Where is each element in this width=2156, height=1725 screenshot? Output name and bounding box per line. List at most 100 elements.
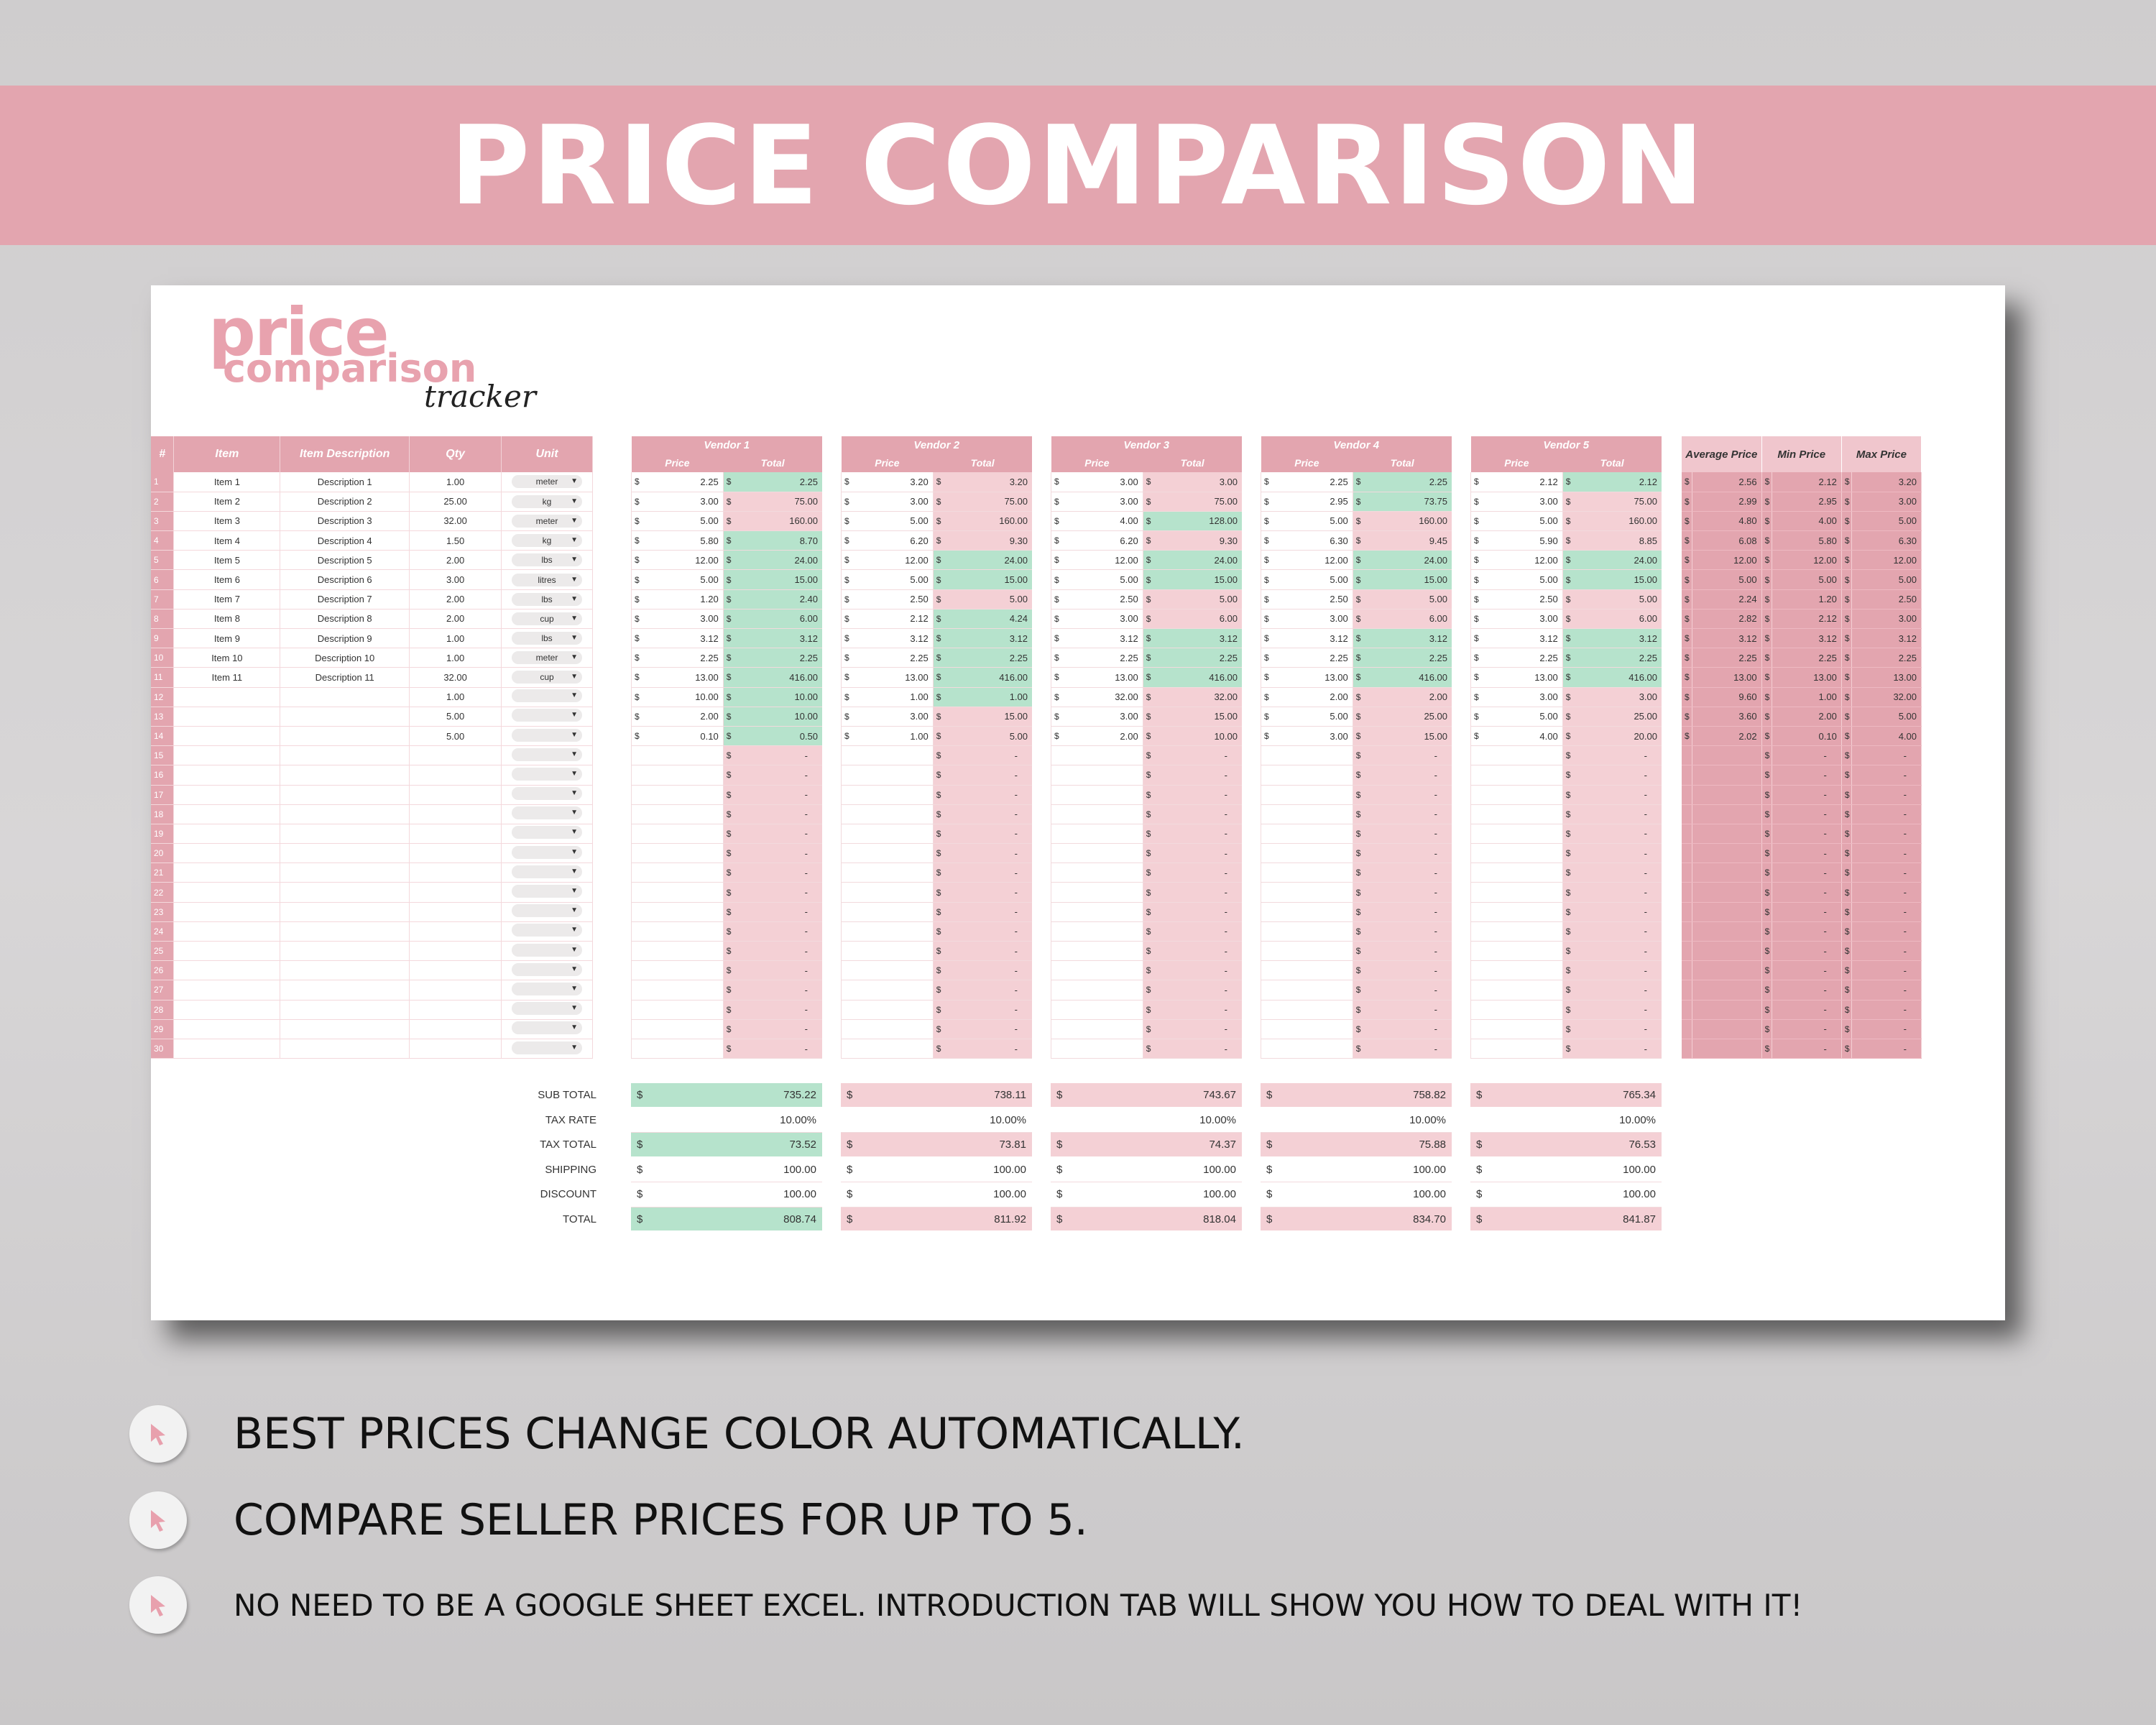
price-cell[interactable]: 3.00 (641, 492, 724, 512)
item-description-cell[interactable]: Description 10 (280, 648, 410, 668)
price-cell[interactable]: 3.12 (641, 628, 724, 649)
price-cell[interactable]: 10.00 (641, 687, 724, 707)
price-cell[interactable] (851, 1019, 934, 1039)
item-name-cell[interactable]: Item 7 (173, 589, 281, 610)
item-description-cell[interactable] (280, 941, 410, 962)
price-cell[interactable] (641, 921, 724, 942)
price-cell[interactable] (1061, 902, 1143, 922)
item-description-cell[interactable] (280, 980, 410, 1000)
price-cell[interactable] (1061, 862, 1143, 883)
price-cell[interactable]: 4.00 (1480, 726, 1563, 747)
item-name-cell[interactable] (173, 765, 281, 786)
price-cell[interactable] (641, 804, 724, 824)
price-cell[interactable] (1480, 980, 1563, 1000)
qty-cell[interactable] (409, 1019, 502, 1039)
unit-dropdown[interactable]: ▼ (512, 709, 582, 722)
item-description-cell[interactable] (280, 765, 410, 786)
qty-cell[interactable]: 2.00 (409, 550, 502, 571)
item-name-cell[interactable] (173, 726, 281, 747)
unit-dropdown[interactable]: ▼ (512, 845, 582, 859)
qty-cell[interactable] (409, 785, 502, 805)
price-cell[interactable]: 0.10 (641, 726, 724, 747)
price-cell[interactable]: 12.00 (1480, 550, 1563, 571)
item-description-cell[interactable] (280, 902, 410, 922)
item-description-cell[interactable] (280, 707, 410, 727)
price-cell[interactable] (1271, 765, 1353, 786)
price-cell[interactable]: 13.00 (851, 667, 934, 688)
unit-dropdown[interactable]: ▼ (512, 885, 582, 898)
item-name-cell[interactable] (173, 882, 281, 903)
price-cell[interactable]: 13.00 (1061, 667, 1143, 688)
price-cell[interactable]: 5.00 (641, 569, 724, 590)
price-cell[interactable]: 3.12 (1061, 628, 1143, 649)
price-cell[interactable] (1271, 960, 1353, 981)
item-name-cell[interactable] (173, 843, 281, 864)
price-cell[interactable] (641, 960, 724, 981)
price-cell[interactable]: 5.90 (1480, 530, 1563, 551)
price-cell[interactable] (1271, 824, 1353, 845)
price-cell[interactable]: 12.00 (1271, 550, 1353, 571)
price-cell[interactable] (1061, 824, 1143, 845)
item-name-cell[interactable] (173, 1019, 281, 1039)
price-cell[interactable] (851, 1000, 934, 1020)
item-name-cell[interactable] (173, 824, 281, 845)
qty-cell[interactable] (409, 921, 502, 942)
price-cell[interactable]: 2.25 (1480, 648, 1563, 668)
unit-dropdown[interactable]: ▼ (512, 806, 582, 820)
price-cell[interactable]: 2.25 (1271, 648, 1353, 668)
item-name-cell[interactable] (173, 707, 281, 727)
price-cell[interactable] (641, 1019, 724, 1039)
price-cell[interactable]: 5.00 (851, 569, 934, 590)
price-cell[interactable] (1480, 824, 1563, 845)
item-description-cell[interactable]: Description 8 (280, 609, 410, 630)
item-name-cell[interactable] (173, 804, 281, 824)
unit-dropdown[interactable]: ▼ (512, 689, 582, 703)
qty-cell[interactable]: 1.00 (409, 628, 502, 649)
price-cell[interactable]: 3.00 (1480, 687, 1563, 707)
price-cell[interactable]: 3.12 (1271, 628, 1353, 649)
price-cell[interactable]: 2.25 (641, 648, 724, 668)
price-cell[interactable] (1271, 745, 1353, 766)
unit-dropdown[interactable]: ▼ (512, 1041, 582, 1054)
item-description-cell[interactable] (280, 862, 410, 883)
item-description-cell[interactable] (280, 804, 410, 824)
price-cell[interactable] (1271, 980, 1353, 1000)
price-cell[interactable]: 2.25 (641, 472, 724, 492)
price-cell[interactable]: 5.00 (1271, 569, 1353, 590)
price-cell[interactable]: 2.25 (1271, 472, 1353, 492)
price-cell[interactable]: 2.00 (1271, 687, 1353, 707)
price-cell[interactable] (1271, 921, 1353, 942)
unit-dropdown[interactable]: ▼ (512, 1021, 582, 1035)
price-cell[interactable]: 3.20 (851, 472, 934, 492)
item-description-cell[interactable] (280, 1039, 410, 1059)
item-description-cell[interactable] (280, 745, 410, 766)
price-cell[interactable]: 5.00 (851, 511, 934, 532)
price-cell[interactable]: 3.00 (1271, 726, 1353, 747)
price-cell[interactable] (641, 843, 724, 864)
qty-cell[interactable]: 5.00 (409, 707, 502, 727)
price-cell[interactable]: 3.00 (851, 492, 934, 512)
item-name-cell[interactable]: Item 2 (173, 492, 281, 512)
item-description-cell[interactable] (280, 824, 410, 845)
qty-cell[interactable] (409, 980, 502, 1000)
item-description-cell[interactable]: Description 6 (280, 569, 410, 590)
qty-cell[interactable] (409, 1000, 502, 1020)
price-cell[interactable] (1061, 745, 1143, 766)
price-cell[interactable]: 1.00 (851, 687, 934, 707)
price-cell[interactable] (1480, 960, 1563, 981)
unit-dropdown[interactable]: kg ▼ (512, 494, 582, 508)
item-name-cell[interactable] (173, 862, 281, 883)
item-description-cell[interactable] (280, 960, 410, 981)
qty-cell[interactable]: 2.00 (409, 589, 502, 610)
price-cell[interactable]: 6.20 (1061, 530, 1143, 551)
qty-cell[interactable] (409, 804, 502, 824)
price-cell[interactable]: 2.25 (851, 648, 934, 668)
price-cell[interactable] (1271, 1019, 1353, 1039)
item-name-cell[interactable]: Item 5 (173, 550, 281, 571)
price-cell[interactable]: 2.95 (1271, 492, 1353, 512)
price-cell[interactable] (1061, 765, 1143, 786)
price-cell[interactable] (1061, 1019, 1143, 1039)
item-name-cell[interactable]: Item 9 (173, 628, 281, 649)
unit-dropdown[interactable]: ▼ (512, 904, 582, 918)
qty-cell[interactable]: 1.00 (409, 648, 502, 668)
